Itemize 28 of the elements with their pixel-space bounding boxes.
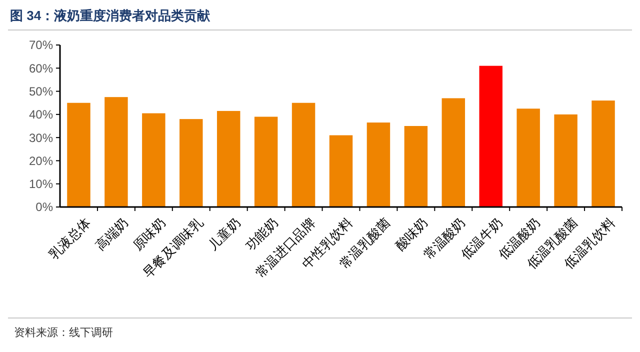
bar bbox=[142, 113, 166, 207]
y-tick-label: 10% bbox=[28, 177, 54, 192]
bar bbox=[479, 66, 502, 207]
y-tick-label: 70% bbox=[28, 38, 54, 52]
x-tick-label: 儿童奶 bbox=[204, 214, 244, 254]
text: 资料来源：线下调研 bbox=[14, 326, 113, 339]
y-tick-label: 50% bbox=[28, 84, 54, 98]
bar bbox=[292, 102, 316, 207]
chart-title: 图 34：液奶重度消费者对品类贡献 bbox=[10, 8, 212, 23]
bar bbox=[554, 114, 578, 207]
y-tick-label: 30% bbox=[28, 130, 54, 145]
y-tick-label: 40% bbox=[28, 108, 54, 122]
bar bbox=[180, 119, 203, 207]
bar bbox=[592, 100, 615, 207]
bar bbox=[404, 126, 428, 207]
bar bbox=[366, 122, 390, 207]
x-tick-label: 高端奶 bbox=[92, 214, 131, 254]
bar bbox=[104, 97, 128, 207]
x-tick-label: 乳液总体 bbox=[46, 214, 94, 262]
bar bbox=[442, 98, 466, 207]
bar bbox=[216, 110, 240, 207]
bar bbox=[516, 108, 540, 207]
bar bbox=[254, 116, 278, 207]
y-tick-label: 20% bbox=[28, 154, 54, 168]
bar bbox=[67, 102, 90, 207]
bar bbox=[329, 135, 353, 207]
y-tick-label: 60% bbox=[28, 61, 54, 76]
y-tick-label: 0% bbox=[36, 200, 54, 214]
